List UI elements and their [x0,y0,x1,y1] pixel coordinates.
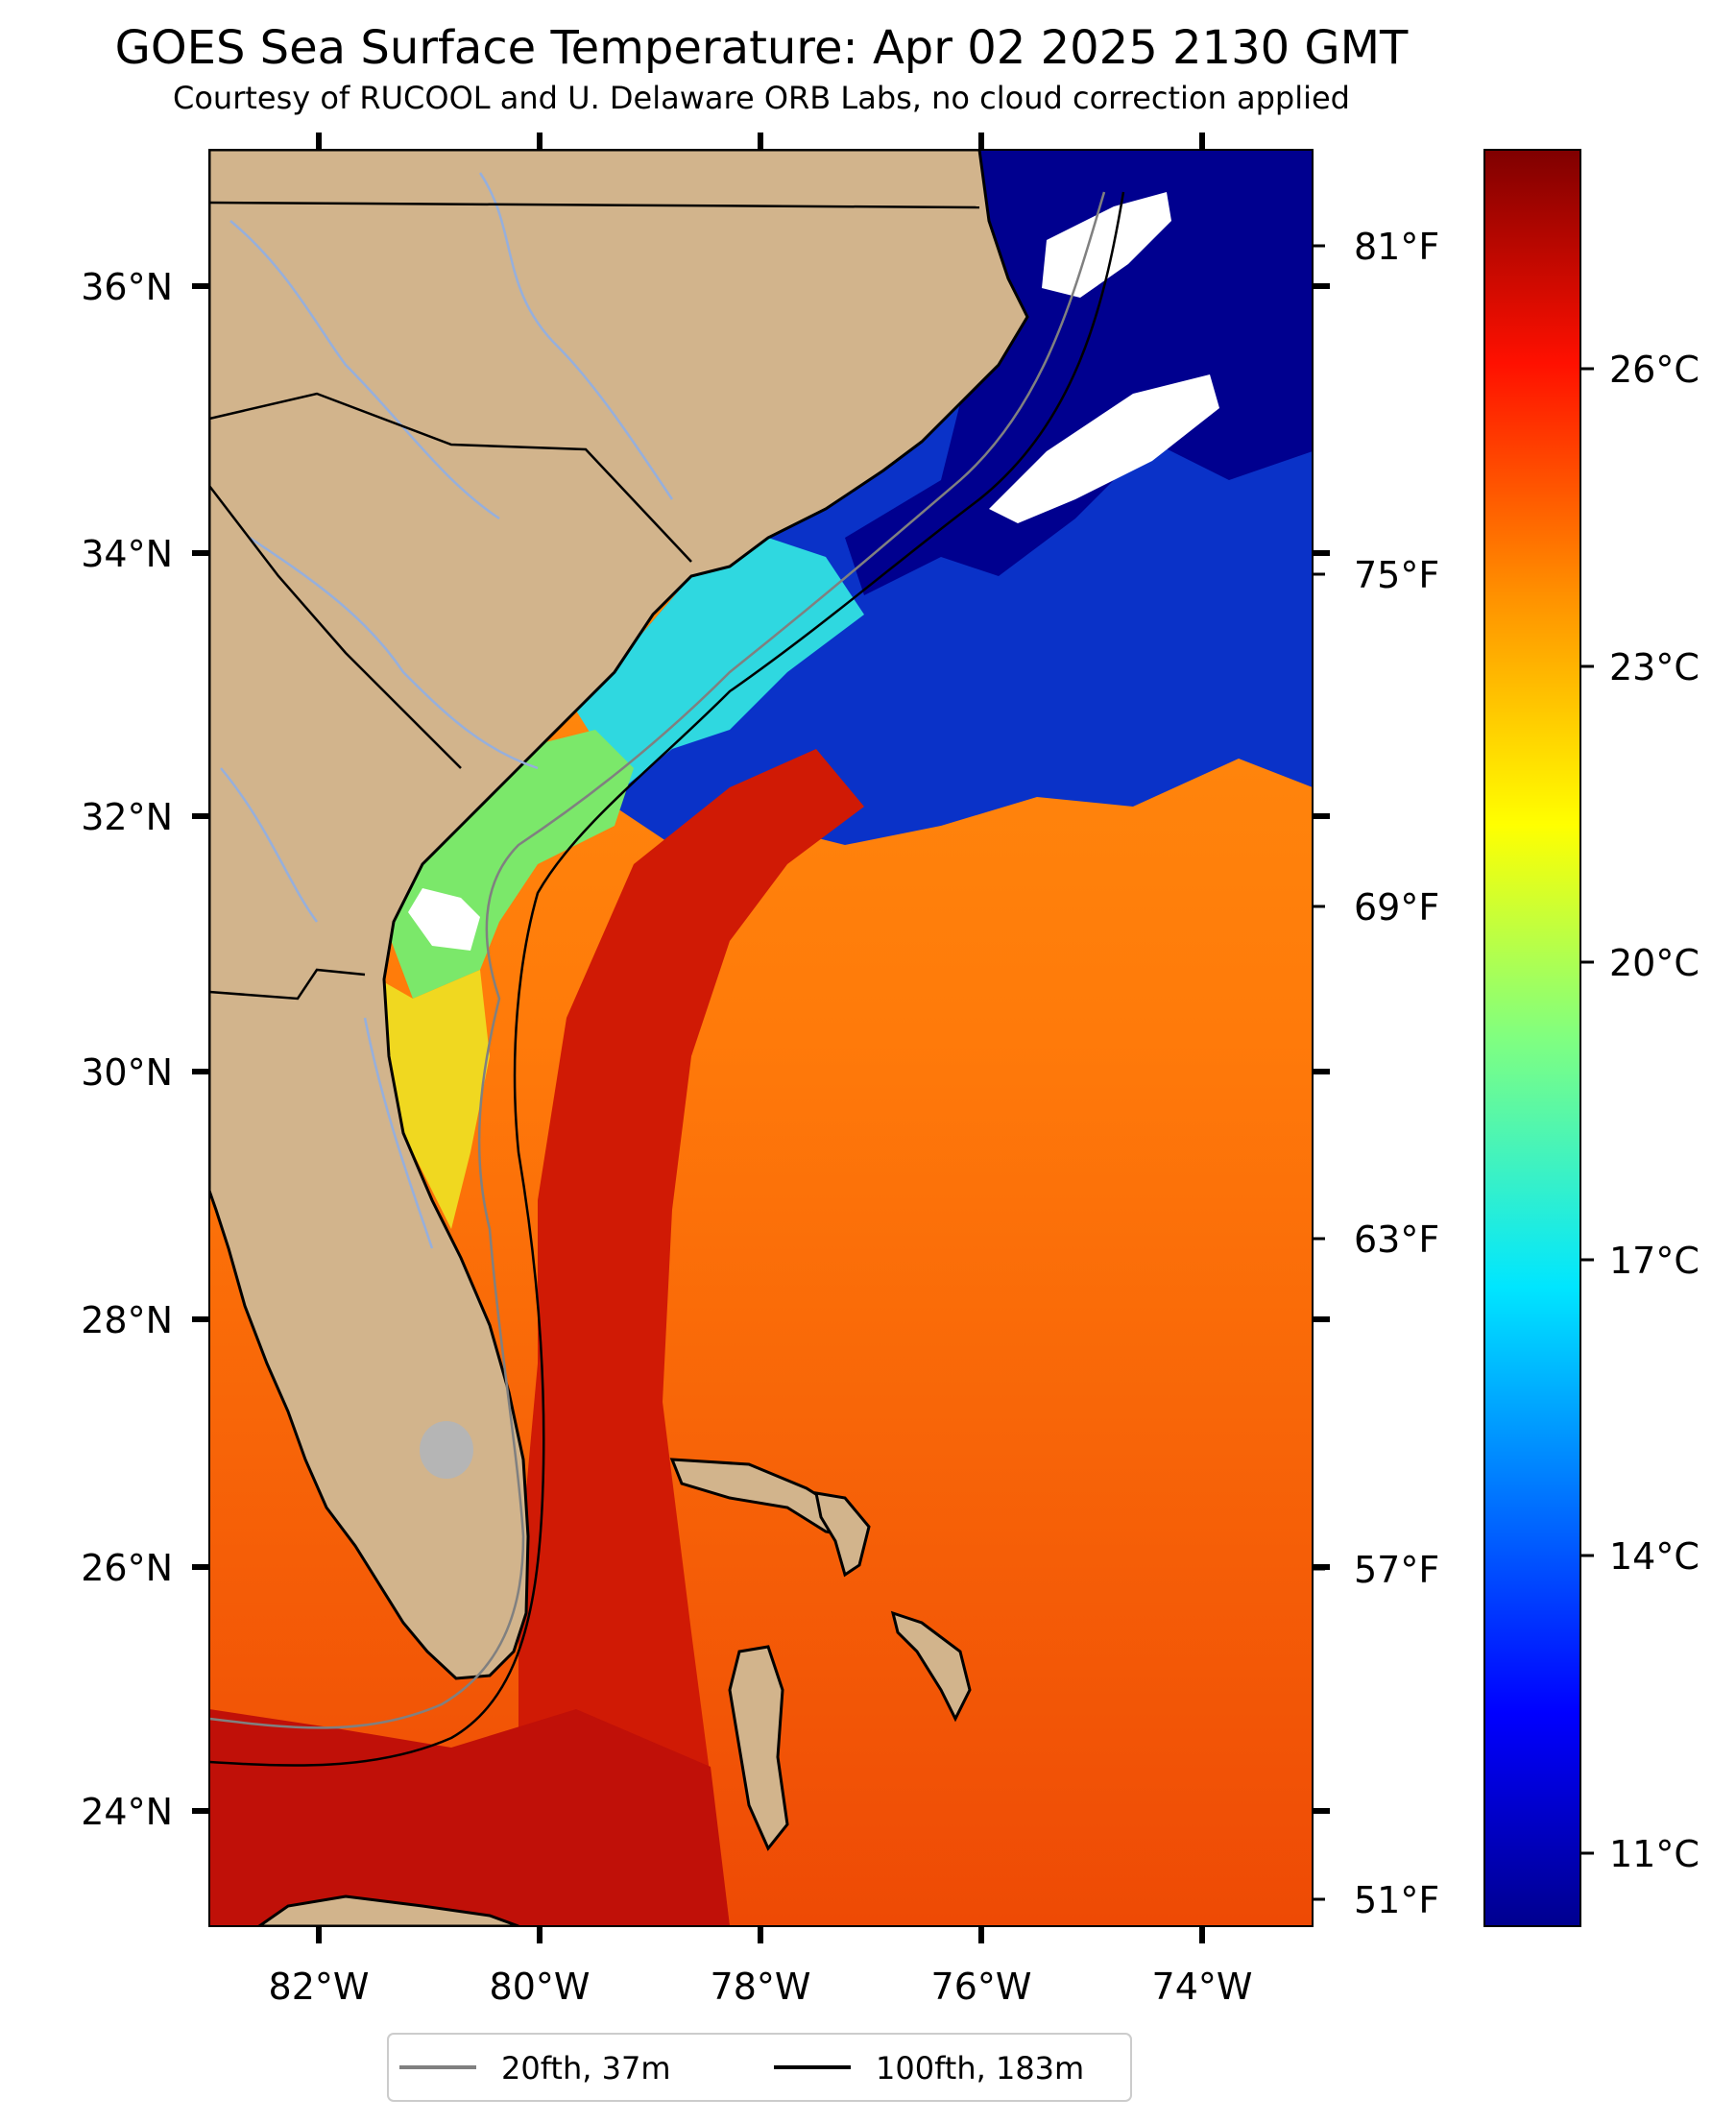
land-eleuthera [890,1610,972,1723]
lat-ticks-major [192,283,1330,1814]
lat-axis: 36°N 34°N 32°N 30°N 28°N 26°N 24°N [81,266,1330,1833]
lat-tick-label: 34°N [81,533,173,575]
lat-tick-label: 30°N [81,1051,173,1094]
isobath-100fth [209,191,1125,1767]
land-abaco [814,1491,871,1578]
legend-label-100fth: 100fth, 183m [876,2050,1084,2087]
colorbar-tick-label: 17°C [1609,1240,1700,1282]
fahrenheit-tick-label: 75°F [1354,554,1439,596]
colorbar: 26°C 23°C 20°C 17°C 14°C 11°C [1483,149,1700,1927]
land-andros [728,1645,789,1851]
map-subtitle: Courtesy of RUCOOL and U. Delaware ORB L… [173,80,1350,116]
no-data-patch [408,888,480,951]
lon-tick-label: 76°W [931,1966,1032,2008]
land-mainland [209,150,1029,1680]
lake-okeechobee [420,1421,473,1479]
colorbar-tick-label: 20°C [1609,942,1700,984]
colorbar-tick-label: 14°C [1609,1535,1700,1578]
map-title: GOES Sea Surface Temperature: Apr 02 202… [115,21,1409,75]
lat-tick-label: 32°N [81,796,173,838]
deep-cold-water [845,150,1313,595]
cyan-shelf-water [576,538,864,787]
rivers [220,172,674,1249]
colorbar-tick-label: 26°C [1609,349,1700,391]
fahrenheit-tick-label: 81°F [1354,226,1439,268]
lon-axis: 82°W 80°W 78°W 76°W 74°W [269,133,1253,2008]
lat-tick-label: 26°N [81,1547,173,1589]
fahrenheit-tick-label: 69°F [1354,886,1439,929]
fahrenheit-tick-label: 51°F [1354,1879,1439,1921]
legend: 20fth, 37m 100fth, 183m [387,2033,1132,2102]
lon-tick-label: 78°W [711,1966,811,2008]
land-cuba-edge [256,1894,519,1926]
isobath-20fth [209,191,1106,1729]
no-data-patch [1042,192,1171,298]
state-borders [209,201,980,1001]
gulf-stream-core [518,749,864,1926]
legend-box [387,2033,1132,2102]
lon-tick-label: 82°W [269,1966,370,2008]
legend-label-20fth: 20fth, 37m [501,2050,670,2087]
yellow-nearshore-water [379,970,490,1229]
lon-ticks-major [316,133,1205,1943]
no-data-patch [989,374,1219,523]
fahrenheit-axis: 81°F 75°F 69°F 63°F 57°F 51°F [1313,226,1439,1921]
colorbar-tick-label: 23°C [1609,646,1700,688]
fahrenheit-tick-label: 57°F [1354,1549,1439,1591]
map-area [209,150,1313,1926]
lat-tick-label: 24°N [81,1791,173,1833]
colorbar-gradient [1483,149,1581,1927]
lon-tick-label: 80°W [490,1966,591,2008]
lon-tick-label: 74°W [1152,1966,1253,2008]
fahrenheit-tick-label: 63°F [1354,1218,1439,1261]
lat-tick-label: 28°N [81,1299,173,1341]
lat-tick-label: 36°N [81,266,173,308]
colorbar-tick-label: 11°C [1609,1833,1700,1875]
